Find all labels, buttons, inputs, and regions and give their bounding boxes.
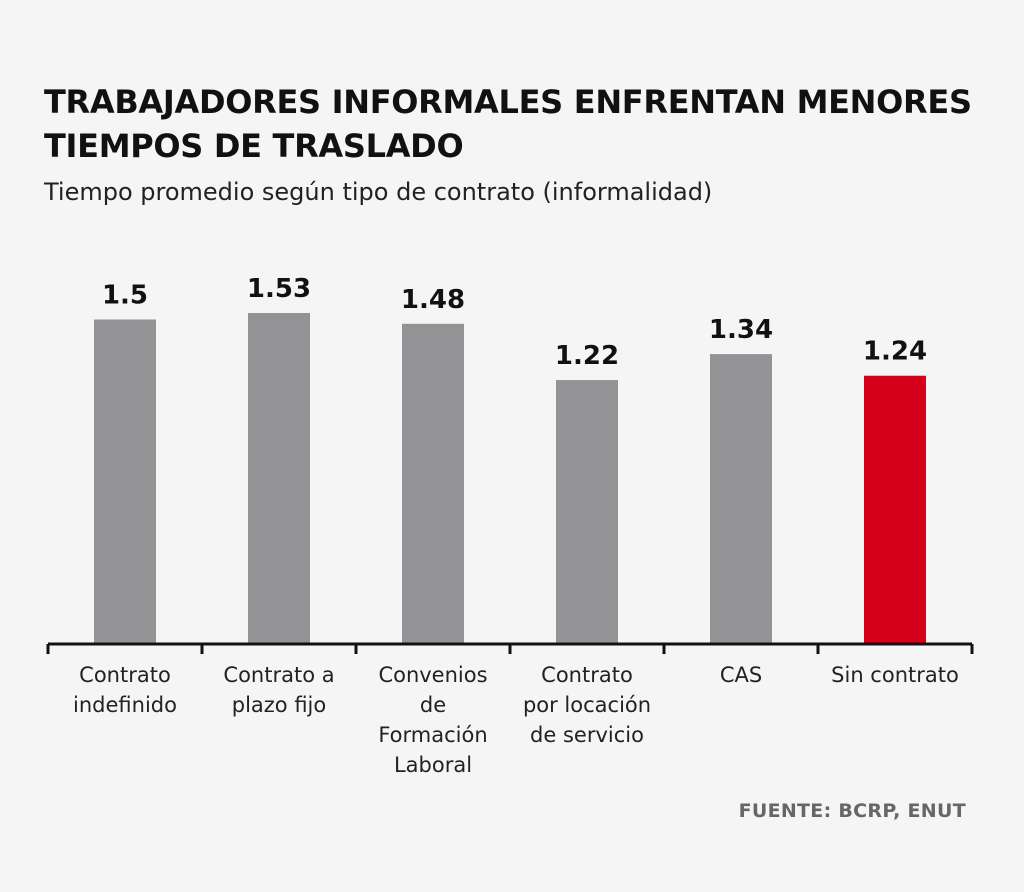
x-tick-label: Contrato a: [223, 663, 334, 687]
x-tick-label: Sin contrato: [831, 663, 959, 687]
x-tick-label: Formación: [378, 723, 487, 747]
x-tick-label: CAS: [720, 663, 762, 687]
x-tick-label: Convenios: [378, 663, 487, 687]
x-tick-label: de servicio: [530, 723, 644, 747]
bar: [864, 375, 926, 644]
data-label: 1.24: [863, 337, 927, 367]
data-label: 1.22: [555, 341, 619, 371]
x-tick-label: indefinido: [73, 693, 177, 717]
data-label: 1.53: [247, 274, 311, 304]
source-note: FUENTE: BCRP, ENUT: [738, 800, 966, 822]
x-tick-label: Laboral: [394, 753, 472, 777]
bar: [710, 354, 772, 644]
bar: [556, 380, 618, 644]
data-label: 1.5: [102, 280, 148, 310]
x-tick-label: Contrato: [541, 663, 633, 687]
bar: [248, 313, 310, 644]
chart-title: TRABAJADORES INFORMALES ENFRENTAN MENORE…: [44, 83, 972, 165]
x-tick-label: Contrato: [79, 663, 171, 687]
data-label: 1.48: [401, 285, 465, 315]
bar: [94, 319, 156, 644]
x-tick-label: de: [420, 693, 446, 717]
data-label: 1.34: [709, 315, 773, 345]
bar: [402, 323, 464, 644]
chart-subtitle: Tiempo promedio según tipo de contrato (…: [44, 178, 713, 206]
x-tick-label: plazo fijo: [232, 693, 327, 717]
x-tick-label: por locación: [523, 693, 651, 717]
